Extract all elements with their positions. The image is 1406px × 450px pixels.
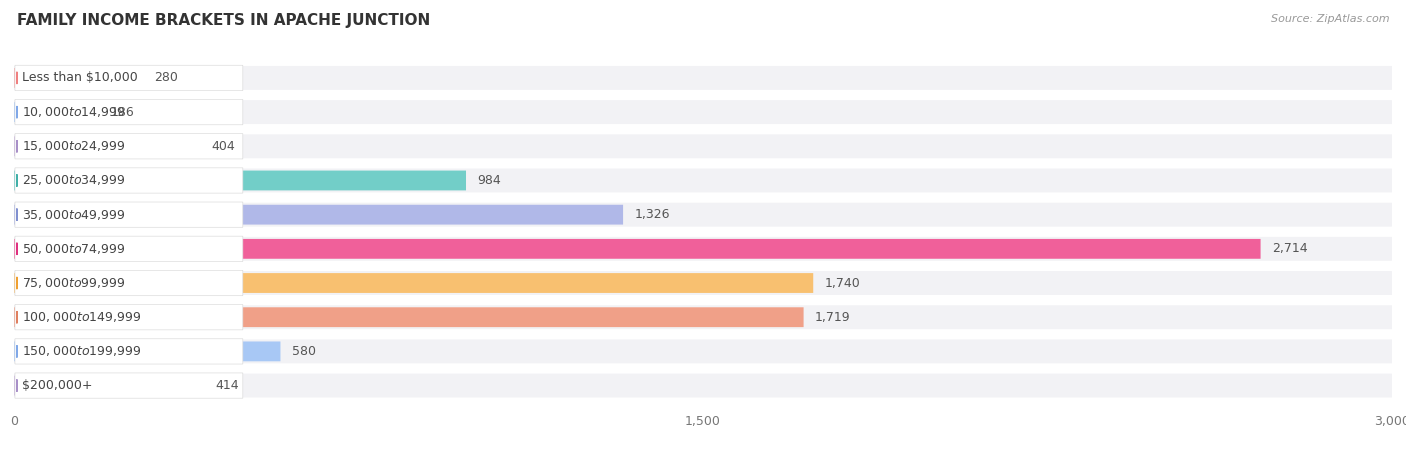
FancyBboxPatch shape — [15, 202, 243, 227]
FancyBboxPatch shape — [15, 373, 243, 398]
Text: Source: ZipAtlas.com: Source: ZipAtlas.com — [1271, 14, 1389, 23]
FancyBboxPatch shape — [14, 239, 1261, 259]
FancyBboxPatch shape — [15, 339, 243, 364]
FancyBboxPatch shape — [15, 134, 243, 159]
FancyBboxPatch shape — [14, 376, 204, 396]
FancyBboxPatch shape — [14, 237, 1392, 261]
FancyBboxPatch shape — [15, 270, 243, 296]
Text: Less than $10,000: Less than $10,000 — [22, 72, 138, 85]
FancyBboxPatch shape — [15, 236, 243, 261]
Text: 1,719: 1,719 — [815, 310, 851, 324]
Text: $50,000 to $74,999: $50,000 to $74,999 — [22, 242, 127, 256]
FancyBboxPatch shape — [14, 202, 1392, 227]
FancyBboxPatch shape — [14, 305, 1392, 329]
FancyBboxPatch shape — [14, 68, 142, 88]
FancyBboxPatch shape — [15, 65, 243, 90]
Text: $150,000 to $199,999: $150,000 to $199,999 — [22, 344, 142, 358]
FancyBboxPatch shape — [14, 339, 1392, 363]
Text: $10,000 to $14,999: $10,000 to $14,999 — [22, 105, 127, 119]
Text: FAMILY INCOME BRACKETS IN APACHE JUNCTION: FAMILY INCOME BRACKETS IN APACHE JUNCTIO… — [17, 14, 430, 28]
FancyBboxPatch shape — [14, 168, 1392, 193]
FancyBboxPatch shape — [14, 205, 623, 225]
FancyBboxPatch shape — [14, 102, 100, 122]
FancyBboxPatch shape — [14, 136, 200, 156]
Text: 580: 580 — [292, 345, 316, 358]
FancyBboxPatch shape — [14, 307, 804, 327]
Text: $15,000 to $24,999: $15,000 to $24,999 — [22, 140, 127, 153]
FancyBboxPatch shape — [15, 168, 243, 193]
FancyBboxPatch shape — [14, 342, 280, 361]
FancyBboxPatch shape — [14, 66, 1392, 90]
Text: $35,000 to $49,999: $35,000 to $49,999 — [22, 207, 127, 222]
Text: 1,326: 1,326 — [634, 208, 671, 221]
Text: 414: 414 — [215, 379, 239, 392]
FancyBboxPatch shape — [15, 305, 243, 330]
Text: $200,000+: $200,000+ — [22, 379, 93, 392]
Text: 186: 186 — [111, 106, 135, 119]
Text: 2,714: 2,714 — [1272, 243, 1308, 255]
Text: $25,000 to $34,999: $25,000 to $34,999 — [22, 174, 127, 188]
FancyBboxPatch shape — [14, 273, 813, 293]
FancyBboxPatch shape — [14, 374, 1392, 397]
Text: 404: 404 — [211, 140, 235, 153]
FancyBboxPatch shape — [14, 271, 1392, 295]
FancyBboxPatch shape — [14, 171, 465, 190]
Text: 984: 984 — [478, 174, 501, 187]
FancyBboxPatch shape — [14, 135, 1392, 158]
FancyBboxPatch shape — [14, 100, 1392, 124]
Text: 280: 280 — [155, 72, 179, 85]
Text: $75,000 to $99,999: $75,000 to $99,999 — [22, 276, 127, 290]
Text: $100,000 to $149,999: $100,000 to $149,999 — [22, 310, 142, 324]
Text: 1,740: 1,740 — [825, 276, 860, 289]
FancyBboxPatch shape — [15, 99, 243, 125]
